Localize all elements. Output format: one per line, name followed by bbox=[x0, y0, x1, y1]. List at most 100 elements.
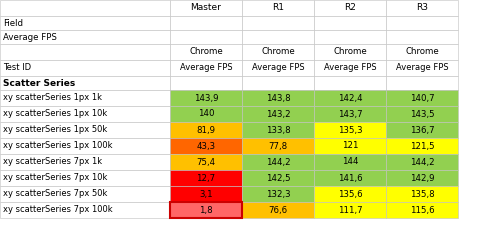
Bar bbox=[314, 122, 386, 138]
Text: Average FPS: Average FPS bbox=[251, 64, 304, 73]
Text: 43,3: 43,3 bbox=[197, 142, 216, 151]
Bar bbox=[314, 186, 386, 202]
Bar bbox=[314, 0, 386, 16]
Bar bbox=[170, 202, 242, 218]
Text: R1: R1 bbox=[272, 3, 284, 12]
Bar bbox=[242, 44, 314, 60]
Bar bbox=[0, 170, 170, 186]
Text: 133,8: 133,8 bbox=[265, 125, 290, 134]
Text: 142,4: 142,4 bbox=[338, 94, 362, 103]
Text: 140,7: 140,7 bbox=[410, 94, 434, 103]
Bar bbox=[314, 60, 386, 76]
Text: Average FPS: Average FPS bbox=[324, 64, 376, 73]
Text: Chrome: Chrome bbox=[333, 48, 367, 57]
Text: 121,5: 121,5 bbox=[410, 142, 434, 151]
Bar bbox=[0, 138, 170, 154]
Text: 115,6: 115,6 bbox=[410, 206, 434, 215]
Bar bbox=[386, 106, 458, 122]
Bar bbox=[386, 122, 458, 138]
Bar bbox=[170, 122, 242, 138]
Bar bbox=[314, 30, 386, 44]
Bar bbox=[314, 90, 386, 106]
Bar bbox=[242, 122, 314, 138]
Bar bbox=[170, 170, 242, 186]
Text: 135,8: 135,8 bbox=[410, 189, 434, 198]
Text: Average FPS: Average FPS bbox=[396, 64, 448, 73]
Bar bbox=[0, 202, 170, 218]
Bar bbox=[314, 202, 386, 218]
Text: 111,7: 111,7 bbox=[338, 206, 362, 215]
Bar bbox=[386, 186, 458, 202]
Text: 143,5: 143,5 bbox=[410, 109, 434, 119]
Bar bbox=[242, 90, 314, 106]
Bar bbox=[0, 76, 170, 90]
Bar bbox=[170, 30, 242, 44]
Bar bbox=[170, 106, 242, 122]
Bar bbox=[170, 138, 242, 154]
Text: Average FPS: Average FPS bbox=[180, 64, 233, 73]
Text: 144: 144 bbox=[342, 158, 358, 167]
Text: 81,9: 81,9 bbox=[197, 125, 216, 134]
Text: 143,8: 143,8 bbox=[265, 94, 290, 103]
Bar bbox=[386, 16, 458, 30]
Bar bbox=[0, 122, 170, 138]
Bar bbox=[0, 16, 170, 30]
Text: 142,9: 142,9 bbox=[410, 173, 434, 182]
Text: 135,3: 135,3 bbox=[338, 125, 362, 134]
Bar bbox=[242, 60, 314, 76]
Bar bbox=[0, 0, 170, 16]
Bar bbox=[170, 76, 242, 90]
Bar bbox=[314, 138, 386, 154]
Text: xy scatterSeries 7px 100k: xy scatterSeries 7px 100k bbox=[3, 206, 113, 215]
Text: 77,8: 77,8 bbox=[268, 142, 287, 151]
Bar bbox=[386, 138, 458, 154]
Text: 144,2: 144,2 bbox=[265, 158, 290, 167]
Text: Average FPS: Average FPS bbox=[3, 33, 57, 42]
Text: 143,2: 143,2 bbox=[265, 109, 290, 119]
Text: 144,2: 144,2 bbox=[410, 158, 434, 167]
Bar bbox=[386, 202, 458, 218]
Text: 135,6: 135,6 bbox=[338, 189, 362, 198]
Bar bbox=[0, 60, 170, 76]
Text: 12,7: 12,7 bbox=[197, 173, 216, 182]
Text: 143,7: 143,7 bbox=[338, 109, 362, 119]
Bar bbox=[0, 30, 170, 44]
Bar bbox=[242, 154, 314, 170]
Bar bbox=[386, 30, 458, 44]
Bar bbox=[386, 0, 458, 16]
Bar bbox=[242, 76, 314, 90]
Text: xy scatterSeries 1px 10k: xy scatterSeries 1px 10k bbox=[3, 109, 107, 119]
Bar bbox=[170, 16, 242, 30]
Text: 141,6: 141,6 bbox=[338, 173, 362, 182]
Bar bbox=[170, 202, 242, 218]
Bar bbox=[170, 90, 242, 106]
Bar bbox=[314, 106, 386, 122]
Bar bbox=[314, 170, 386, 186]
Bar bbox=[242, 138, 314, 154]
Bar bbox=[314, 154, 386, 170]
Bar bbox=[242, 186, 314, 202]
Bar bbox=[386, 170, 458, 186]
Bar bbox=[242, 0, 314, 16]
Bar bbox=[170, 0, 242, 16]
Text: 3,1: 3,1 bbox=[199, 189, 213, 198]
Bar bbox=[0, 44, 170, 60]
Bar bbox=[0, 106, 170, 122]
Text: 121: 121 bbox=[342, 142, 358, 151]
Bar bbox=[314, 44, 386, 60]
Text: 75,4: 75,4 bbox=[197, 158, 216, 167]
Text: xy scatterSeries 1px 100k: xy scatterSeries 1px 100k bbox=[3, 142, 112, 151]
Bar bbox=[170, 154, 242, 170]
Text: Field: Field bbox=[3, 18, 23, 27]
Bar bbox=[386, 90, 458, 106]
Text: xy scatterSeries 7px 1k: xy scatterSeries 7px 1k bbox=[3, 158, 102, 167]
Bar bbox=[314, 76, 386, 90]
Text: xy scatterSeries 7px 50k: xy scatterSeries 7px 50k bbox=[3, 189, 107, 198]
Bar bbox=[242, 202, 314, 218]
Text: xy scatterSeries 1px 50k: xy scatterSeries 1px 50k bbox=[3, 125, 107, 134]
Bar bbox=[242, 30, 314, 44]
Text: Scatter Series: Scatter Series bbox=[3, 79, 75, 88]
Text: xy scatterSeries 7px 10k: xy scatterSeries 7px 10k bbox=[3, 173, 107, 182]
Bar bbox=[242, 106, 314, 122]
Bar bbox=[170, 44, 242, 60]
